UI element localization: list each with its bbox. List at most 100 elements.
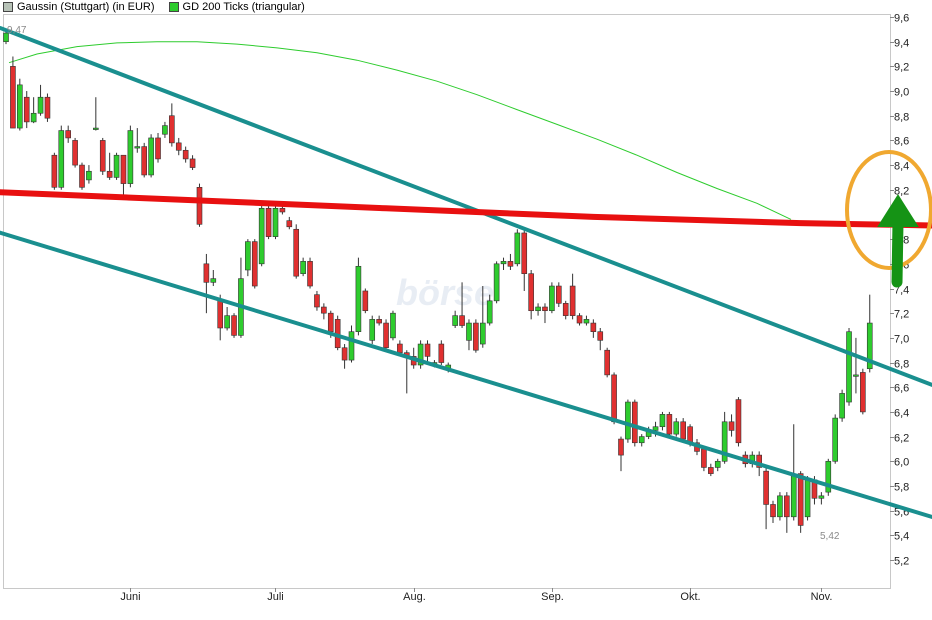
watermark-logo: börse [396,272,494,313]
y-tick-label: 9,2 [894,62,909,74]
candle-body [113,154,120,178]
candle-body [189,158,196,168]
candle-body [763,470,769,505]
candle-body [341,347,348,361]
y-tick-label: 8,6 [894,136,909,148]
y-tick-label: 7,0 [894,334,909,346]
resistance-line [0,189,932,229]
legend-item-gd200: GD 200 Ticks (triangular) [168,1,305,13]
candle-body [701,448,707,468]
candle-body [162,125,168,135]
candle-body [17,84,23,129]
candle-body [687,426,693,444]
candle-body [583,319,590,324]
candle-body [258,207,265,265]
candle-body [770,504,776,518]
candle-body [58,130,65,188]
candle-body [493,263,500,302]
candle-body [44,96,51,119]
candle-body [93,127,99,130]
candle-body [535,306,541,312]
candle-body [860,372,866,413]
candle-body [307,261,313,287]
candle-body [452,315,458,326]
candle-body [286,220,293,228]
legend-swatch-gd200 [168,2,179,12]
candle-body [79,164,85,188]
candle-body [784,495,790,518]
x-tick-label: Juni [120,591,140,603]
y-tick-label: 6,0 [894,457,909,469]
candle-body [790,475,797,518]
candle-body [569,285,576,316]
candle-body [576,315,583,324]
candle-body [397,343,403,353]
x-tick-label: Sep. [541,591,564,603]
y-tick-label: 6,4 [894,408,909,420]
candle-body [721,421,728,462]
candle-body [272,207,279,237]
y-tick-label: 5,8 [894,482,909,494]
trend-channel-line [0,26,932,388]
candle-body [673,421,680,435]
y-tick-label: 7,4 [894,285,909,297]
candle-body [666,414,673,435]
candle-body [314,294,320,308]
candle-body [659,414,666,428]
candle-body [245,241,251,271]
y-tick-label: 9,0 [894,87,909,99]
candle-body [611,374,617,423]
candle-body [265,207,272,237]
candle-body [486,300,493,324]
y-tick-label: 6,8 [894,359,909,371]
up-arrow-shaft [891,216,904,288]
chart-legend: Gaussin (Stuttgart) (in EUR) GD 200 Tick… [3,0,319,14]
low-label: 5,42 [820,531,840,542]
candle-body [99,140,106,172]
candle-body [417,343,424,366]
candle-body [507,261,514,267]
candle-body [500,261,507,265]
candle-body [23,96,30,123]
candle-body [169,115,175,144]
candle-body [735,399,742,444]
y-tick-label: 6,2 [894,433,909,445]
candle-body [327,312,334,332]
candle-body [210,278,217,283]
candle-body [825,460,832,493]
candle-body [348,331,355,361]
candle-body [148,137,154,176]
candle-body [521,232,528,274]
candle-body [30,112,37,123]
candle-body [618,438,624,456]
candle-body [127,130,134,184]
candle-body [555,285,562,304]
candle-body [714,460,721,468]
high-label: 9,47 [7,25,27,36]
candle-body [134,146,141,149]
y-tick-label: 8,2 [894,186,909,198]
legend-label-price: Gaussin (Stuttgart) (in EUR) [17,1,155,13]
candle-body [141,146,147,176]
candle-body [459,315,465,326]
x-tick-label: Juli [267,591,284,603]
candle-body [632,401,638,444]
legend-label-gd200: GD 200 Ticks (triangular) [182,1,305,13]
candle-body [473,322,479,351]
x-tick-label: Nov. [811,591,833,603]
candle-body [839,393,845,419]
y-tick-label: 9,4 [894,38,909,50]
candle-body [279,207,286,213]
candle-body [777,495,783,518]
candle-body [196,187,203,225]
candle-body [728,421,735,431]
candle-body [846,331,852,403]
candle-body [652,426,659,431]
candle-body [65,130,71,139]
candle-body [106,170,113,178]
candle-body [362,290,369,312]
candle-body [355,265,362,332]
candle-body [251,241,258,287]
candle-body [597,331,604,341]
